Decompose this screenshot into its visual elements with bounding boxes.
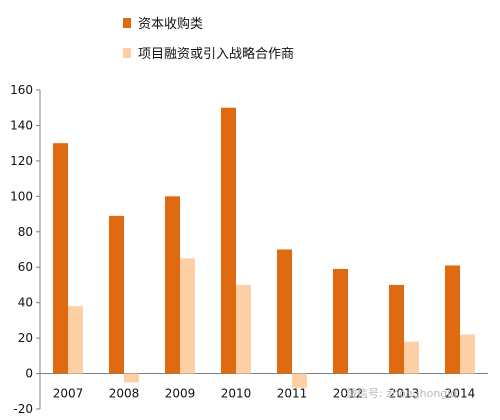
y-tick-label: 160 [10,83,33,97]
legend-label-2: 项目融资或引入战略合作商 [138,46,294,62]
bars [53,107,475,388]
bar-2014-series-1 [445,265,460,374]
x-tick-label-2013: 2013 [389,387,420,401]
x-tick-label-2012: 2012 [333,387,364,401]
bar-2009-series-1 [165,196,180,374]
x-tick-label-2010: 2010 [221,387,252,401]
y-tick-label: -20 [13,402,33,416]
legend-swatch-2 [123,48,131,58]
bar-2013-series-2 [404,341,419,374]
x-tick-label-2011: 2011 [277,387,308,401]
y-tick-label: 120 [10,154,33,168]
bar-2008-series-2 [124,373,139,383]
y-tick-label: 140 [10,118,33,132]
watermark-text: 微信号: zhonghongid [346,386,457,400]
bar-2014-series-2 [460,334,475,374]
x-tick-label-2008: 2008 [109,387,140,401]
bar-2013-series-1 [389,284,404,374]
bar-2010-series-2 [236,284,251,374]
bar-2012-series-1 [333,268,348,374]
legend-label-1: 资本收购类 [138,16,203,32]
y-tick-label: 20 [18,331,33,345]
bar-2007-series-1 [53,143,68,374]
x-tick-labels: 2007 2008 2009 2010 2011 2012 2013 2014 [53,387,476,401]
y-tick-label: 0 [25,367,33,381]
legend-swatch-1 [123,18,131,28]
bar-2008-series-1 [109,215,124,374]
y-tick-label: 100 [10,189,33,203]
x-tick-label-2007: 2007 [53,387,84,401]
bar-2007-series-2 [68,306,83,374]
x-tick-label-2009: 2009 [165,387,196,401]
bar-2011-series-1 [277,249,292,374]
x-tick-label-2014: 2014 [445,387,476,401]
bar-2010-series-1 [221,107,236,374]
bar-2011-series-2 [292,373,307,388]
y-tick-label: 40 [18,296,33,310]
y-tick-label: 80 [18,225,33,239]
axes: -20 0 20 40 60 80 100 120 140 160 [10,83,488,416]
y-tick-label: 60 [18,260,33,274]
bar-2009-series-2 [180,258,195,374]
